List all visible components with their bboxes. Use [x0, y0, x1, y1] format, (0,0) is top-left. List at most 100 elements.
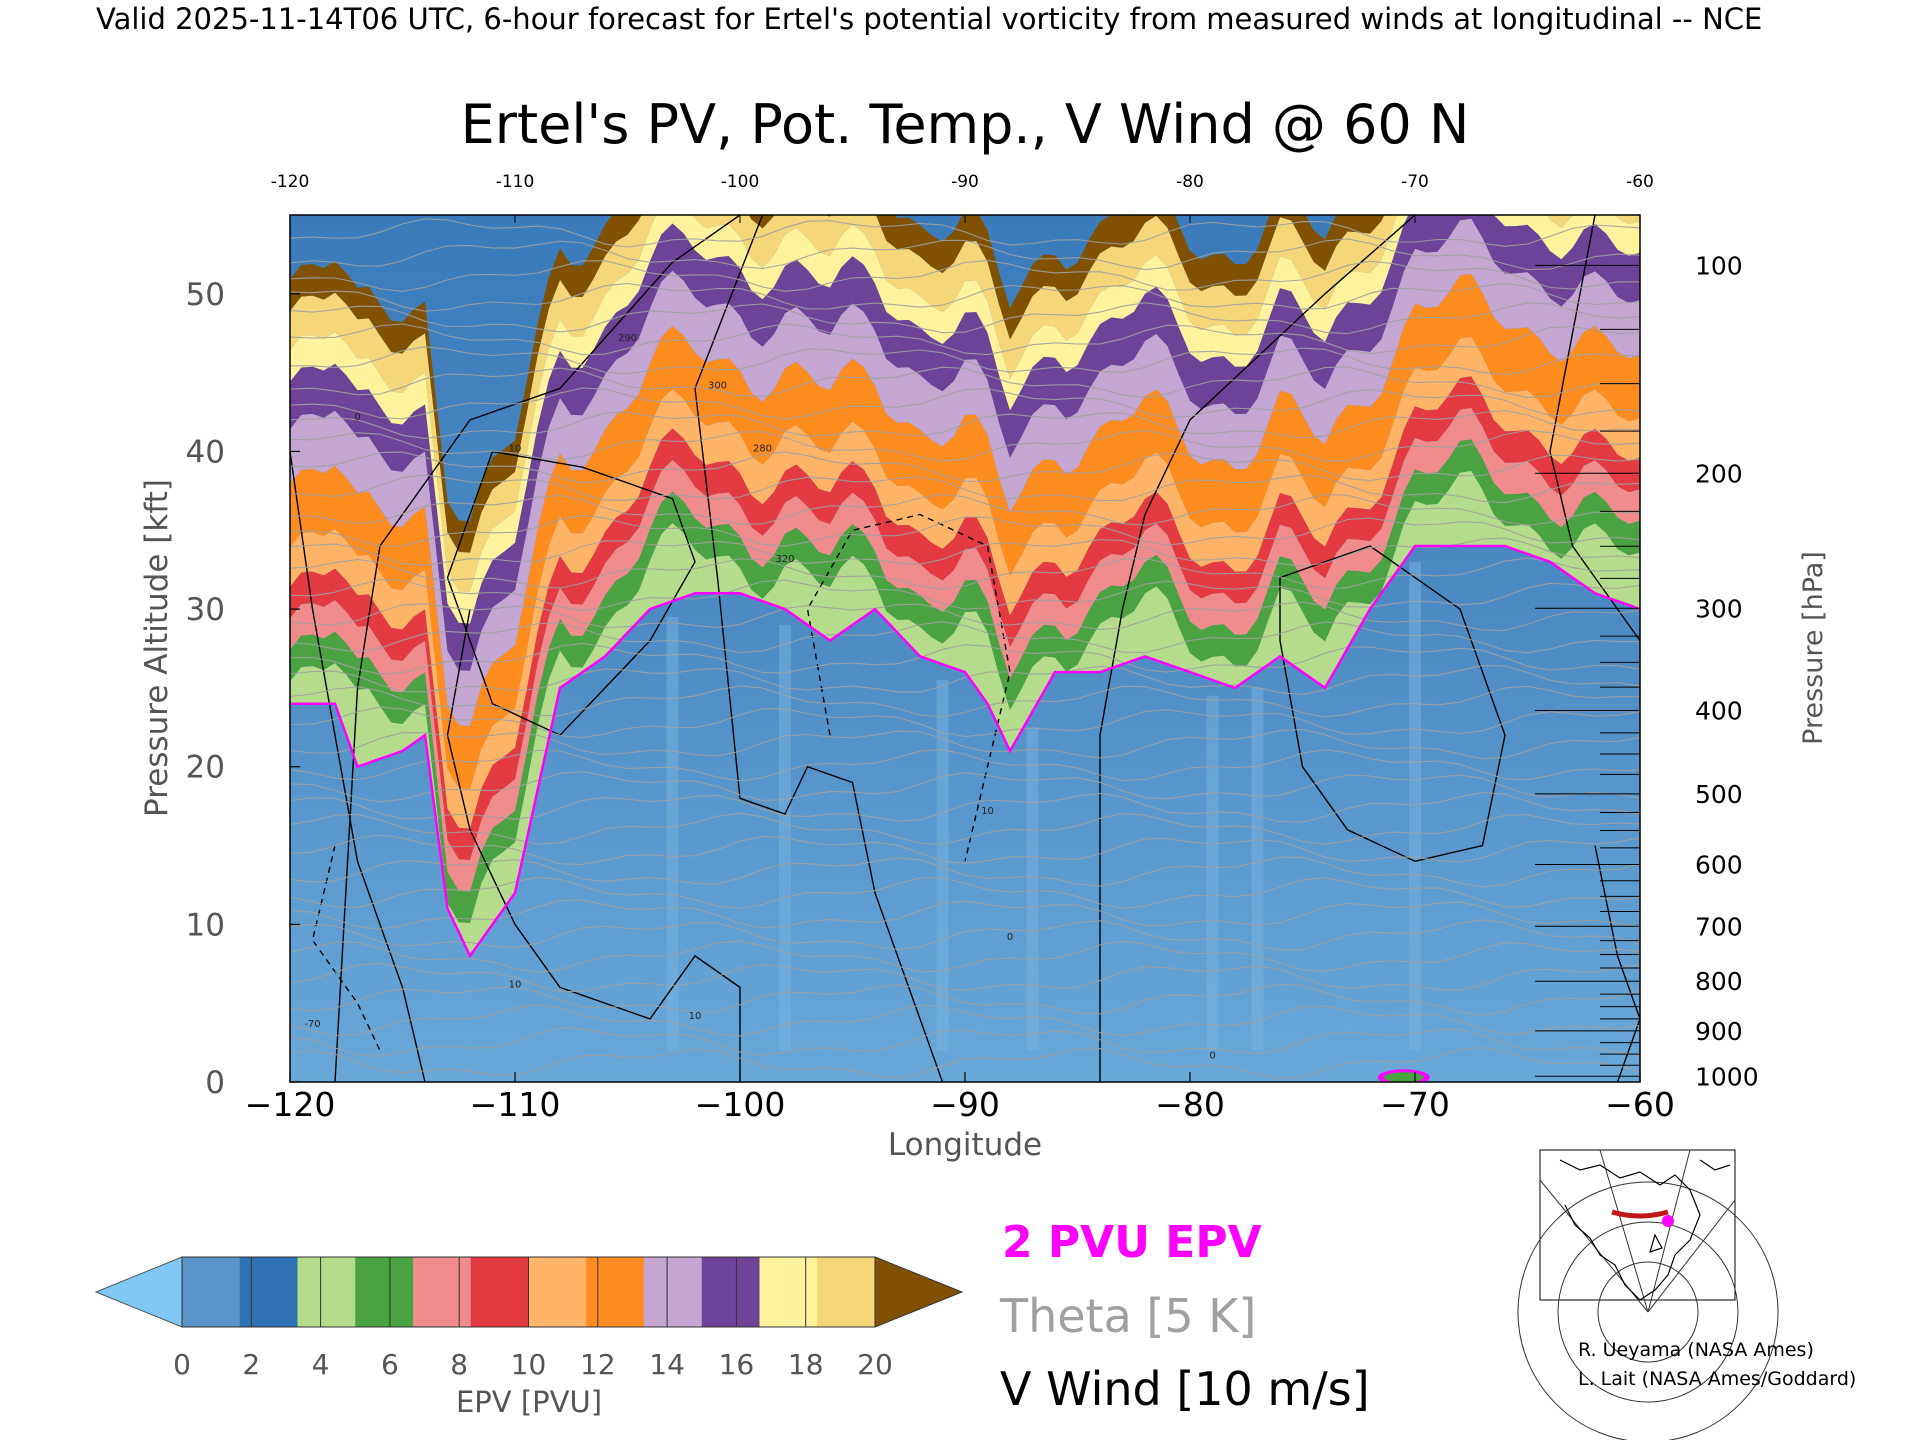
theta-contour-20	[290, 621, 1640, 654]
theta-contour-16	[290, 706, 1640, 739]
contour-label-5: 10	[981, 806, 994, 817]
trop-streak-5	[1251, 687, 1264, 1051]
pv-band-8	[290, 215, 1640, 624]
theta-contour-18	[290, 665, 1640, 695]
wind-contour-0	[334, 215, 741, 1082]
theta-contour-23	[290, 557, 1640, 590]
top-tick-label-1: -110	[496, 172, 535, 192]
theta-contour-32	[290, 366, 1640, 399]
theta-contour-27	[290, 474, 1640, 504]
pressure-axis: 1000 900 800 700 600 500 400 300 200 100	[1535, 251, 1759, 1091]
x-tick-label-1: −110	[470, 1085, 561, 1124]
contour-label-9: 300	[708, 380, 727, 391]
theta-contour-26	[290, 493, 1640, 526]
theta-contour-35	[290, 302, 1640, 335]
pressure-tick-label-9: 100	[1695, 251, 1743, 280]
pv-band-7	[290, 215, 1640, 671]
colorbar: 0 2 4 6 8 10 12 14 16 18 20	[94, 1256, 964, 1381]
pressure-tick-label-6: 400	[1695, 697, 1743, 726]
theta-contour-13	[290, 771, 1640, 803]
colorbar-swatch-11	[817, 1257, 876, 1327]
theta-contour-12	[290, 791, 1640, 823]
top-tick-label-5: -70	[1401, 172, 1429, 192]
colorbar-swatch-6	[528, 1257, 587, 1327]
top-tick-label-2: -100	[721, 172, 760, 192]
theta-contour-28	[290, 451, 1640, 484]
x-tick-label-5: −70	[1380, 1085, 1450, 1124]
wind-contour-5	[806, 513, 1011, 862]
theta-contour-6	[290, 919, 1640, 951]
trop-streak-0	[666, 616, 679, 1051]
theta-contour-36	[290, 282, 1640, 312]
theta-contour-3	[290, 983, 1640, 1016]
legend: 2 PVU EPV Theta [5 K] V Wind [10 m/s]	[999, 1217, 1370, 1416]
top-tick-label-4: -80	[1176, 172, 1204, 192]
credit-line-2: L. Lait (NASA Ames/Goddard)	[1578, 1368, 1856, 1390]
theta-contour-39	[290, 218, 1640, 248]
wind-contour-3	[446, 450, 696, 737]
theta-contour-11	[290, 812, 1640, 845]
trop-streak-2	[936, 680, 949, 1051]
x-axis-label: Longitude	[888, 1127, 1042, 1163]
legend-item-vwind: V Wind [10 m/s]	[1000, 1362, 1370, 1416]
top-tick-label-6: -60	[1626, 172, 1654, 192]
colorbar-tick-label-9: 18	[788, 1348, 824, 1381]
x-tick-label-0: −120	[245, 1085, 336, 1124]
colorbar-tick-label-8: 16	[719, 1348, 755, 1381]
surface-pv-core	[1383, 1072, 1424, 1082]
theta-contour-31	[290, 387, 1640, 420]
top-axis: -120 -110 -100 -90 -80 -70 -60	[271, 172, 1654, 223]
colorbar-tick-label-3: 6	[381, 1348, 399, 1381]
colorbar-tick-label-6: 12	[580, 1348, 616, 1381]
contour-label-1: 10	[509, 443, 522, 454]
contour-label-4: 10	[689, 1011, 702, 1022]
wind-contours	[290, 215, 1640, 1082]
pressure-tick-label-2: 800	[1695, 967, 1743, 996]
theta-contour-4	[290, 962, 1640, 993]
legend-item-theta: Theta [5 K]	[999, 1289, 1256, 1343]
colorbar-swatch-3	[355, 1257, 414, 1327]
colorbar-swatch-10	[759, 1257, 818, 1327]
colorbar-tick-label-4: 8	[450, 1348, 468, 1381]
contour-label-8: 290	[618, 333, 637, 344]
wind-contour-6	[311, 845, 381, 1051]
plot-area: 0 10 -70 10 10 10 0 0 290 300 280 320	[290, 215, 1640, 1082]
trop-streak-6	[1409, 561, 1421, 1051]
colorbar-tick-label-1: 2	[242, 1348, 260, 1381]
inset-map-marker	[1662, 1215, 1674, 1227]
colorbar-swatch-8	[644, 1257, 703, 1327]
y-axis-label: Pressure Altitude [kft]	[139, 479, 175, 817]
inset-map-section-line	[1611, 1209, 1669, 1219]
trop-streak-3	[1026, 727, 1039, 1051]
x-axis: −120 −110 −100 −90 −80 −70 −60	[245, 1072, 1675, 1124]
contour-label-10: 280	[753, 443, 772, 454]
pressure-tick-label-8: 200	[1695, 459, 1743, 488]
contour-label-2: -70	[304, 1019, 320, 1030]
contour-label-3: 10	[509, 979, 522, 990]
wind-contour-10	[1594, 845, 1640, 1082]
colorbar-swatch-0	[182, 1257, 241, 1327]
y2-axis-label: Pressure [hPa]	[1798, 551, 1829, 745]
contour-label-7: 0	[1209, 1050, 1215, 1061]
theta-contour-8	[290, 876, 1640, 910]
wind-contour-8	[1279, 545, 1506, 863]
colorbar-label: EPV [PVU]	[456, 1385, 602, 1419]
colorbar-swatch-1	[239, 1257, 298, 1327]
top-tick-label-3: -90	[951, 172, 979, 192]
contour-label-0: 0	[354, 412, 360, 423]
theta-contour-14	[290, 749, 1640, 782]
theta-contour-1	[290, 1027, 1640, 1057]
theta-contour-17	[290, 685, 1640, 718]
theta-contour-15	[290, 728, 1640, 760]
legend-item-pvu: 2 PVU EPV	[1002, 1217, 1262, 1268]
y-axis: 0 10 20 30 40 50	[186, 277, 300, 1101]
theta-contour-34	[290, 323, 1640, 356]
theta-contour-37	[290, 259, 1640, 292]
chart-title: Ertel's PV, Pot. Temp., V Wind @ 60 N	[461, 93, 1470, 156]
pressure-tick-label-0: 1000	[1695, 1062, 1759, 1091]
colorbar-tick-label-5: 10	[511, 1348, 547, 1381]
inset-map	[1517, 1149, 1779, 1440]
pressure-tick-label-7: 300	[1695, 594, 1743, 623]
y-tick-label-5: 50	[186, 277, 225, 313]
theta-contour-5	[290, 940, 1640, 973]
